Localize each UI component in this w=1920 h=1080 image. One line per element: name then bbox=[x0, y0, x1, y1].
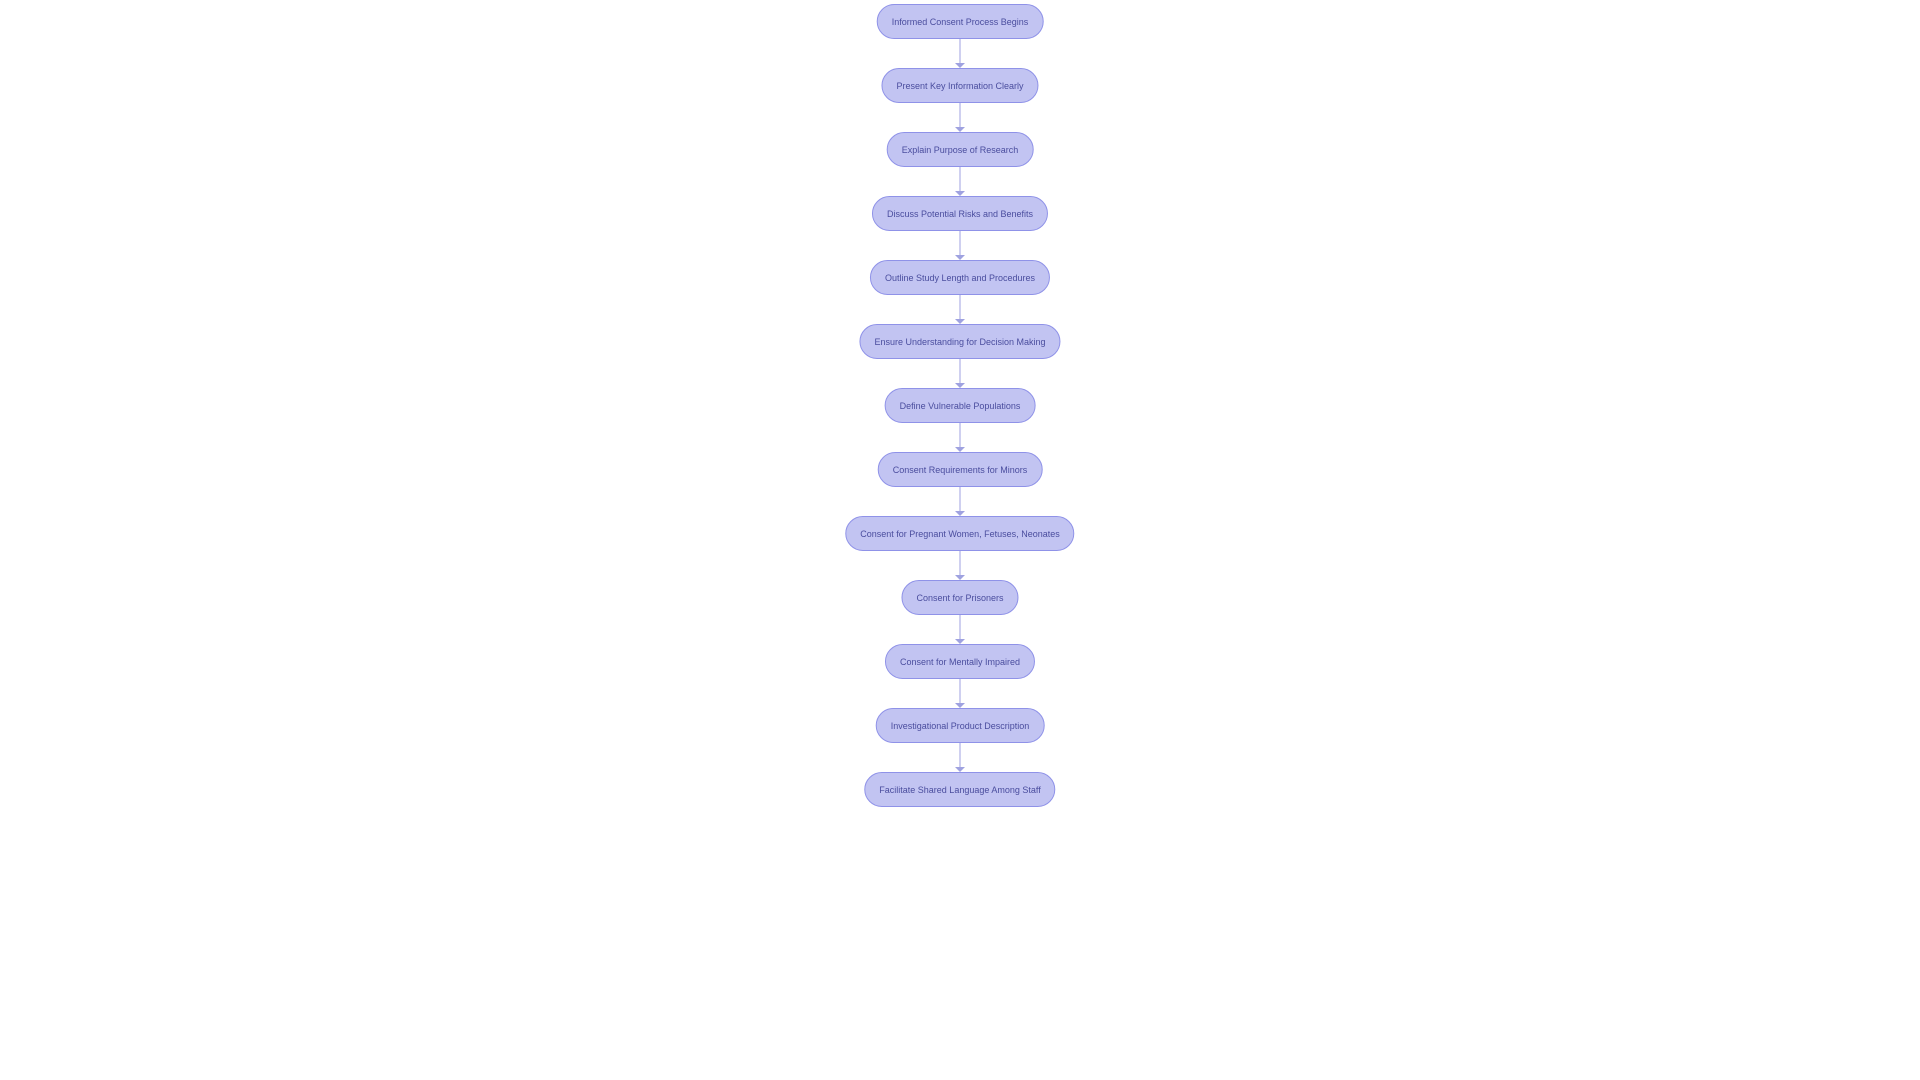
flow-node-n11: Consent for Mentally Impaired bbox=[885, 644, 1035, 679]
arrow-line bbox=[960, 487, 961, 511]
arrow-line bbox=[960, 39, 961, 63]
flow-node-n9: Consent for Pregnant Women, Fetuses, Neo… bbox=[845, 516, 1074, 551]
flow-arrow bbox=[954, 295, 966, 324]
flow-node-n12: Investigational Product Description bbox=[876, 708, 1045, 743]
flow-arrow bbox=[954, 743, 966, 772]
arrow-line bbox=[960, 295, 961, 319]
flow-node-label: Ensure Understanding for Decision Making bbox=[874, 337, 1045, 347]
flow-node-n10: Consent for Prisoners bbox=[901, 580, 1018, 615]
flow-arrow bbox=[954, 615, 966, 644]
flow-arrow bbox=[954, 103, 966, 132]
flowchart-container: Informed Consent Process Begins Present K… bbox=[0, 0, 1920, 1080]
flow-node-label: Consent for Prisoners bbox=[916, 593, 1003, 603]
flow-node-label: Define Vulnerable Populations bbox=[900, 401, 1021, 411]
flow-node-n3: Explain Purpose of Research bbox=[887, 132, 1034, 167]
flow-node-n2: Present Key Information Clearly bbox=[881, 68, 1038, 103]
flow-node-label: Informed Consent Process Begins bbox=[892, 17, 1029, 27]
flow-node-label: Consent for Mentally Impaired bbox=[900, 657, 1020, 667]
flow-node-label: Present Key Information Clearly bbox=[896, 81, 1023, 91]
flow-node-n13: Facilitate Shared Language Among Staff bbox=[864, 772, 1055, 807]
arrow-line bbox=[960, 167, 961, 191]
flow-node-label: Facilitate Shared Language Among Staff bbox=[879, 785, 1040, 795]
flow-node-n7: Define Vulnerable Populations bbox=[885, 388, 1036, 423]
flow-arrow bbox=[954, 359, 966, 388]
flow-node-n1: Informed Consent Process Begins bbox=[877, 4, 1044, 39]
flow-arrow bbox=[954, 551, 966, 580]
flow-node-label: Consent Requirements for Minors bbox=[893, 465, 1028, 475]
flow-node-n5: Outline Study Length and Procedures bbox=[870, 260, 1050, 295]
flow-node-n6: Ensure Understanding for Decision Making bbox=[859, 324, 1060, 359]
arrow-line bbox=[960, 679, 961, 703]
flow-arrow bbox=[954, 167, 966, 196]
flow-arrow bbox=[954, 39, 966, 68]
arrow-line bbox=[960, 743, 961, 767]
flow-node-label: Outline Study Length and Procedures bbox=[885, 273, 1035, 283]
arrow-line bbox=[960, 103, 961, 127]
arrow-line bbox=[960, 615, 961, 639]
arrow-line bbox=[960, 359, 961, 383]
flow-arrow bbox=[954, 423, 966, 452]
flow-node-label: Investigational Product Description bbox=[891, 721, 1030, 731]
flow-arrow bbox=[954, 487, 966, 516]
arrow-line bbox=[960, 551, 961, 575]
flow-node-label: Explain Purpose of Research bbox=[902, 145, 1019, 155]
flow-node-n4: Discuss Potential Risks and Benefits bbox=[872, 196, 1048, 231]
flow-arrow bbox=[954, 231, 966, 260]
flow-node-label: Discuss Potential Risks and Benefits bbox=[887, 209, 1033, 219]
flow-node-label: Consent for Pregnant Women, Fetuses, Neo… bbox=[860, 529, 1059, 539]
flow-arrow bbox=[954, 679, 966, 708]
arrow-line bbox=[960, 231, 961, 255]
flow-node-n8: Consent Requirements for Minors bbox=[878, 452, 1043, 487]
arrow-line bbox=[960, 423, 961, 447]
